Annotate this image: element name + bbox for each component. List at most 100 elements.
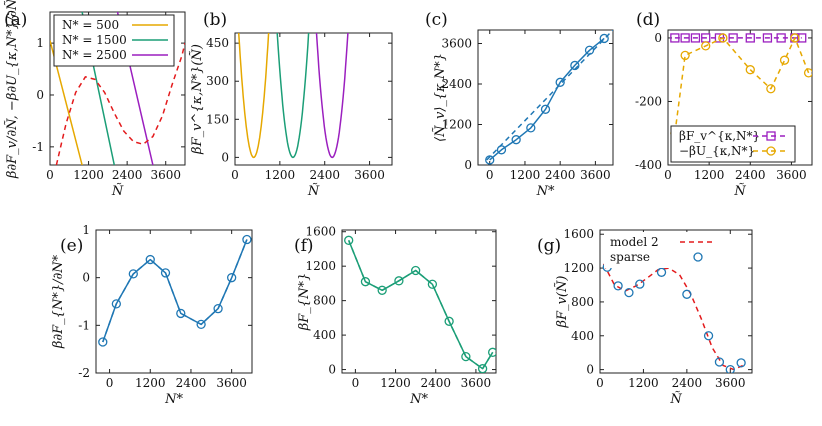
series-d-1-point [779,55,790,65]
series-c-0-point [599,33,609,44]
plot-area-c [485,30,613,165]
series-e-1-line [102,239,248,343]
series-c-0-point [555,77,565,87]
legend-label: N* = 1500 [62,33,127,47]
series-g-1-point [624,287,634,298]
panel-label-b: (b) [203,10,227,30]
plot-frame [95,229,253,374]
series-d-0-point [670,33,680,43]
series-d-1-point [766,84,776,94]
series-f-0-point [427,279,438,289]
series-g-1-point [714,357,725,367]
series-f-0-point [461,351,471,362]
panel-f: (f) 0 1200 2400 3600 0 400 800 1200 1600 N* βF_{N*} [294,225,497,407]
plot-area-d [670,33,812,138]
y-tick-label: -400 [635,158,662,172]
series-g-1-point [656,267,667,277]
series-b-2-line [315,33,349,159]
series-d-0-point [762,33,773,43]
panel-label-c: (c) [425,10,448,30]
plot-frame [667,29,813,166]
x-tick-label: 2400 [112,168,143,182]
x-tick-label: 0 [596,376,604,390]
panel-d: (d)0 1200 2400 3600-400-2000ÑβF_v^{κ,N*}−βU… [635,10,813,199]
y-tick-label: 0 [586,363,594,377]
x-tick-label: 1200 [265,168,296,182]
series-d-1-point [803,68,812,78]
y-tick-label: 1 [36,36,44,50]
x-tick-label: 1200 [510,168,541,182]
legend-label: βF_v^{κ,N*} [679,129,760,143]
series-g-1-point [635,279,645,289]
panel-b: (b) 0 1200 2400 3600 0 150 300 450 ÑβF_v^{κ,N*}(Ñ… [189,10,393,199]
series-c-0-point [511,135,521,145]
y-axis-label: ⟨Ñ_v⟩_{κ,N*} [432,53,448,142]
series-f-0-point [360,277,371,287]
y-axis-label: βF_v(Ñ) [554,276,570,329]
y-tick-label: 1 [82,223,90,237]
series-c-0-point [540,104,551,114]
legend-label: model 2 [610,235,659,249]
y-tick-label: 450 [206,36,229,50]
panel-label-a: (a) [4,10,27,30]
y-tick-label: 400 [571,329,594,343]
plot-area-f [344,235,496,373]
y-tick-label: 0 [328,363,336,377]
x-tick-label: 1200 [694,168,725,182]
legend-swatch-marker [693,252,703,262]
x-tick-label: 2400 [672,376,703,390]
y-axis-label: βF_v^{κ,N*}(Ñ) [189,44,205,155]
series-e-0-point [176,308,186,319]
x-tick-label: 0 [352,376,360,390]
series-e-0-point [145,254,155,265]
y-tick-label: 800 [571,295,594,309]
x-tick-label: 0 [231,168,239,182]
series-f-1-line [348,240,494,370]
x-tick-label: 3600 [776,168,807,182]
panel-e: (e) 0 1200 2400 3600 -2 -1 0 1 N* β∂F_{N*}/∂N* [51,223,253,407]
series-g-1-point [682,289,692,299]
y-tick-label: 0 [654,31,662,45]
series-e-0-point [213,303,223,314]
y-axis-label: βF_{N*} [297,273,312,331]
series-g-0-line [602,263,746,371]
plot-frame [477,29,614,166]
series-e-0-point [242,234,252,245]
x-tick-label: 0 [486,168,494,182]
series-e-0-point [160,268,171,278]
series-f-0-point [411,265,421,276]
x-tick-label: 2400 [735,168,766,182]
x-axis-label: N* [536,184,555,199]
x-axis-label: Ñ [669,391,682,407]
legend-label: N* = 2500 [62,48,127,62]
y-tick-label: 0 [82,271,90,285]
y-tick-label: -1 [32,140,44,154]
series-d-0-point [776,33,786,43]
y-tick-label: 1200 [441,118,472,132]
series-d-1-point [790,33,800,43]
legend-label: sparse [610,250,650,264]
plot-frame [234,32,393,166]
series-f-0-line [348,240,494,370]
x-tick-label: 3600 [580,168,611,182]
series-b-1-line [276,33,310,159]
series-c-0-point [526,123,536,133]
x-tick-label: 2400 [420,376,451,390]
panel-label-d: (d) [636,10,660,30]
series-g-1-point [736,358,746,368]
x-tick-label: 3600 [216,376,247,390]
series-c-1-line [486,30,613,161]
x-tick-label: 0 [106,376,114,390]
plot-frame [341,229,497,374]
series-g-1-point [725,364,735,373]
legend-swatch-marker [766,146,776,156]
x-tick-label: 0 [664,168,672,182]
series-d-0-point [728,33,738,43]
x-axis-label: Ñ [307,183,320,199]
panel-c: (c) 0 1200 2400 3600 0 1200 2400 3600 N* ⟨Ñ_v⟩_{κ,… [425,10,614,199]
y-axis-label: β∂F_{N*}/∂N* [51,254,66,349]
x-axis-label: N* [164,392,183,407]
series-g-1-point [703,331,714,341]
